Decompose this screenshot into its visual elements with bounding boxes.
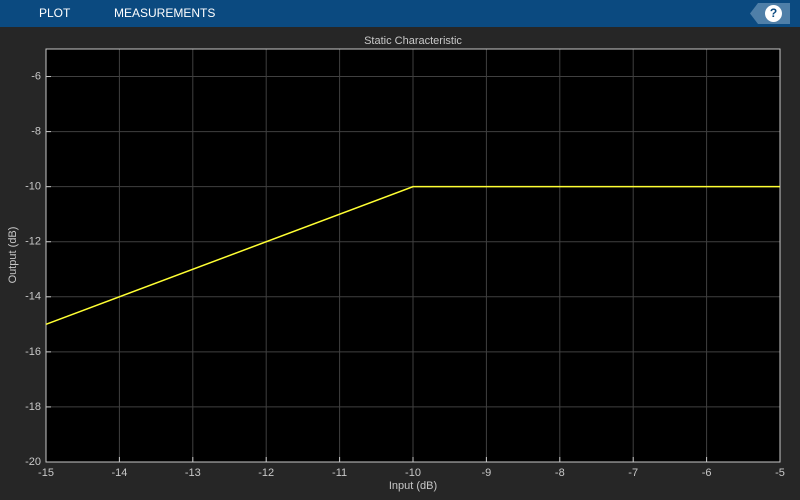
- x-tick-label: -11: [332, 467, 347, 479]
- x-tick-label: -6: [702, 467, 712, 479]
- y-tick-label: -14: [25, 291, 41, 303]
- x-tick-label: -15: [38, 467, 54, 479]
- y-tick-label: -10: [25, 181, 41, 193]
- y-tick-label: -8: [31, 126, 41, 138]
- x-tick-label: -9: [482, 467, 492, 479]
- x-tick-label: -10: [405, 467, 421, 479]
- x-tick-label: -14: [111, 467, 127, 479]
- x-tick-label: -7: [628, 467, 638, 479]
- tab[interactable]: MEASUREMENTS: [114, 6, 216, 20]
- x-tick-label: -8: [555, 467, 565, 479]
- y-tick-label: -12: [25, 236, 41, 248]
- y-tick-label: -20: [25, 456, 41, 468]
- help-button[interactable]: ?: [750, 3, 790, 24]
- x-tick-label: -13: [185, 467, 201, 479]
- toolbar: PLOT MEASUREMENTS ?: [0, 0, 800, 27]
- axes-box: [45, 48, 781, 463]
- y-tick-label: -16: [25, 346, 41, 358]
- y-tick-label: -18: [25, 401, 41, 413]
- y-tick-label: -6: [31, 70, 41, 82]
- tab[interactable]: PLOT: [39, 6, 71, 20]
- line: [45, 185, 780, 326]
- x-axis-label: Input (dB): [389, 480, 437, 492]
- chart: Static Characteristic Input (dB) Output …: [7, 35, 785, 492]
- x-tick-label: -5: [775, 467, 785, 479]
- chart-title: Static Characteristic: [364, 35, 462, 47]
- x-tick-label: -12: [258, 467, 274, 479]
- y-axis-label: Output (dB): [7, 227, 19, 284]
- help-icon[interactable]: ?: [765, 5, 782, 22]
